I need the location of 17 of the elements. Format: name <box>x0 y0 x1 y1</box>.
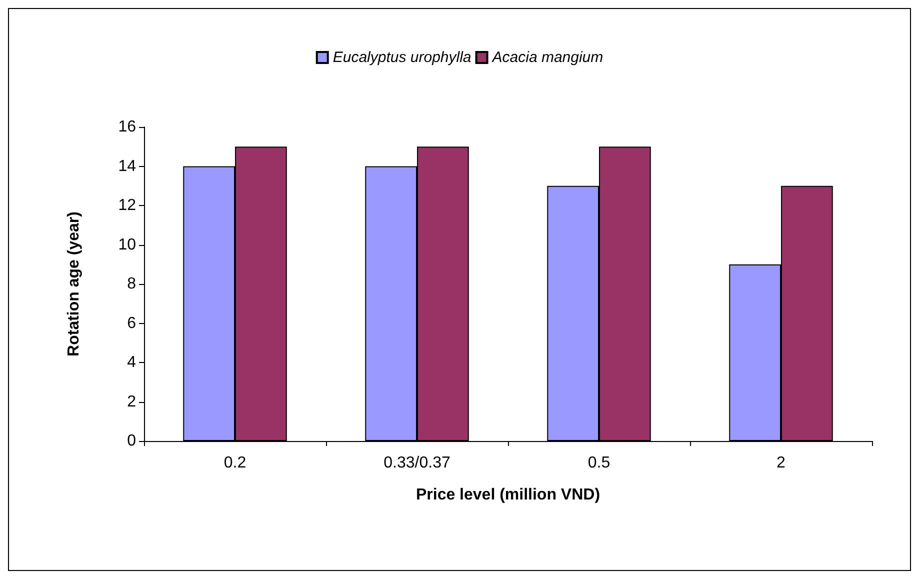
y-tick-label: 0 <box>127 432 136 450</box>
y-tick-label: 2 <box>127 393 136 410</box>
y-tick-label: 12 <box>118 197 136 214</box>
y-tick-label: 8 <box>127 276 136 292</box>
legend-label: Acacia mangium <box>491 49 604 66</box>
legend-label: Eucalyptus urophylla <box>332 49 472 66</box>
x-tick-label: 0.33/0.37 <box>384 454 450 472</box>
y-tick-label: 14 <box>118 158 136 175</box>
y-axis-title: Rotation age (year) <box>66 212 82 356</box>
y-tick-label: 10 <box>118 236 136 254</box>
x-axis-title: Price level (million VND) <box>416 486 600 504</box>
x-tick-label: 0.5 <box>588 454 610 472</box>
x-tick-label: 0.2 <box>224 454 246 472</box>
y-tick-label: 6 <box>127 314 136 332</box>
x-tick-label: 2 <box>776 454 786 472</box>
y-tick-label: 16 <box>118 118 136 136</box>
y-tick-label: 4 <box>127 354 136 371</box>
